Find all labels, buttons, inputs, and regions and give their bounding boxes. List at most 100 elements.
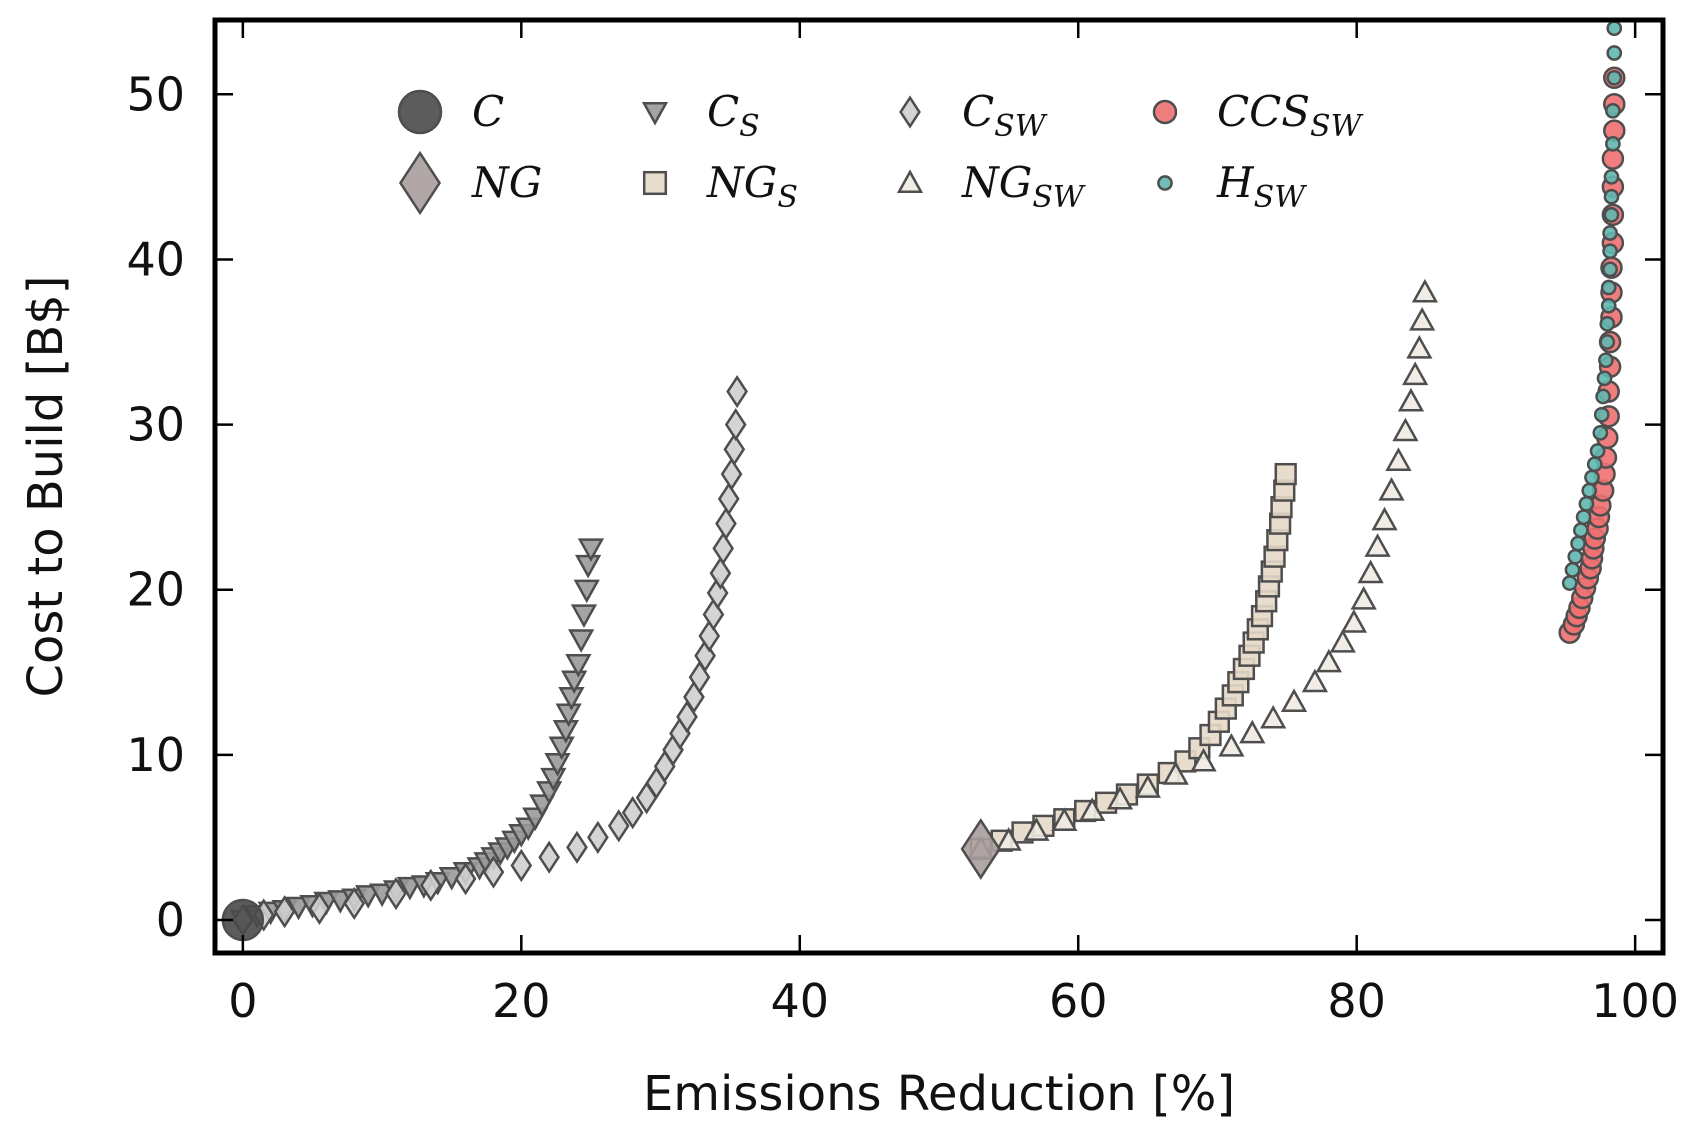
legend-entry-ng-s: NGS	[642, 158, 798, 215]
legend-marker	[641, 101, 669, 126]
data-point	[1606, 20, 1623, 37]
data-point	[1602, 261, 1618, 278]
data-point	[1567, 548, 1584, 565]
legend-label-main: C	[962, 87, 994, 136]
data-point	[1602, 243, 1618, 260]
legend-label-subscript: SW	[1254, 180, 1308, 215]
legend-marker	[1152, 99, 1178, 125]
data-point	[1402, 361, 1429, 386]
data-point	[575, 554, 602, 579]
data-point	[1315, 648, 1342, 673]
data-point	[1162, 761, 1189, 785]
data-point	[1371, 506, 1398, 531]
data-point	[1600, 279, 1617, 296]
x-tick-label: 60	[1049, 974, 1108, 1028]
legend-label: HSW	[1216, 158, 1307, 215]
data-point	[308, 891, 331, 925]
data-point	[1329, 628, 1356, 653]
data-point	[1385, 447, 1412, 471]
data-point	[1364, 533, 1391, 557]
axis-ticks	[215, 20, 1663, 953]
legend-label: CSW	[962, 87, 1048, 144]
x-tick-label: 100	[1591, 974, 1679, 1028]
plot-frame	[212, 17, 1666, 956]
legend-label: NGSW	[961, 158, 1086, 215]
data-point	[1584, 469, 1600, 486]
series-h-sw	[1561, 20, 1623, 591]
data-point	[1593, 406, 1610, 423]
data-point	[573, 579, 600, 604]
data-point	[1079, 797, 1106, 822]
series-ng	[960, 818, 1001, 880]
data-point	[577, 538, 605, 562]
data-point	[1602, 225, 1618, 241]
legend-entry-c-sw: CSW	[899, 87, 1048, 144]
data-point	[1561, 575, 1578, 591]
legend-marker	[642, 170, 668, 196]
data-point	[1592, 424, 1609, 441]
data-point	[1239, 719, 1266, 744]
legend-entry-ng-sw: NGSW	[896, 158, 1086, 215]
legend-label-main: NG	[706, 158, 777, 207]
data-point	[1598, 352, 1614, 369]
data-point	[1589, 443, 1606, 459]
data-point	[1603, 207, 1620, 223]
legend-label: NGS	[706, 158, 798, 215]
data-point	[621, 796, 644, 830]
data-point	[561, 670, 588, 695]
data-point	[1350, 586, 1377, 610]
data-point	[1564, 562, 1581, 578]
data-point	[1301, 668, 1329, 693]
data-point	[1600, 297, 1617, 314]
legend-marker	[899, 95, 921, 129]
data-point	[960, 818, 1001, 880]
data-point	[544, 753, 571, 777]
x-tick-label: 0	[228, 974, 257, 1028]
x-tick-label: 20	[492, 974, 551, 1028]
legend-label-main: NG	[471, 158, 542, 207]
legend-label: CCSSW	[1217, 87, 1364, 144]
legend-entry-ng: NG	[398, 150, 542, 216]
legend-marker	[1157, 175, 1173, 191]
data-point	[538, 840, 560, 874]
y-tick-label: 20	[126, 563, 185, 617]
data-point	[1595, 388, 1611, 405]
y-tick-label: 0	[156, 893, 185, 947]
y-tick-label: 30	[126, 398, 185, 452]
data-point	[1603, 188, 1620, 205]
data-point	[1051, 807, 1078, 831]
legend-marker	[896, 169, 924, 194]
legend-entry-ccs-sw: CCSSW	[1152, 87, 1364, 144]
data-point	[343, 886, 366, 921]
data-point	[995, 827, 1022, 851]
axis-tick-labels: 0 20 40 60 80 100 0 10 20 30 40 50	[126, 67, 1679, 1028]
data-point	[1023, 817, 1050, 841]
data-point	[1378, 477, 1405, 501]
data-point	[385, 876, 407, 911]
y-tick-label: 10	[126, 728, 185, 782]
data-point	[1599, 334, 1616, 350]
legend-label-subscript: SW	[994, 109, 1048, 144]
data-point	[1397, 387, 1425, 412]
data-point	[724, 407, 747, 442]
data-point	[1586, 456, 1603, 473]
data-point	[419, 868, 442, 902]
legend-marker	[397, 89, 443, 135]
data-point	[566, 830, 588, 864]
y-tick-label: 50	[126, 67, 185, 121]
data-point	[565, 653, 592, 678]
legend-label-main: C	[472, 87, 504, 136]
series-c-s	[229, 538, 605, 934]
data-point	[1406, 335, 1433, 359]
data-point	[454, 862, 477, 896]
legend-label-main: C	[707, 87, 739, 136]
data-point	[1578, 495, 1595, 512]
data-point	[1601, 147, 1625, 170]
data-point	[1599, 315, 1616, 332]
legend-label: CS	[707, 87, 760, 144]
data-point	[273, 895, 296, 929]
data-point	[720, 457, 743, 491]
x-tick-label: 40	[770, 974, 829, 1028]
data-point	[568, 629, 595, 653]
